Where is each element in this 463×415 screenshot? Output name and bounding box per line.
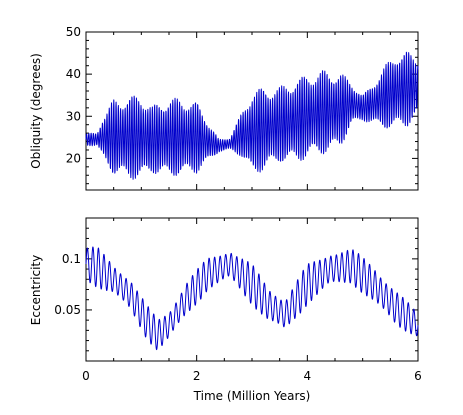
time-x-tick-label: 6 [414, 369, 422, 383]
obliquity-y-tick-labels: 20 30 40 50 [66, 25, 81, 165]
obliquity-series-line [85, 51, 419, 180]
obliquity-y-tick-label: 30 [66, 109, 81, 123]
time-x-axis-label: Time (Million Years) [193, 389, 311, 403]
obliquity-series [85, 51, 419, 180]
eccentricity-y-tick-label: 0.05 [54, 303, 81, 317]
time-x-tick-label: 0 [82, 369, 90, 383]
eccentricity-ticks [85, 217, 419, 362]
time-x-tick-label: 2 [193, 369, 201, 383]
eccentricity-y-axis-label: Eccentricity [29, 255, 43, 325]
eccentricity-panel: 0.05 0.1 0 2 4 6 Eccentricity Time (Million … [29, 217, 422, 403]
obliquity-panel: 20 30 40 50 Obliquity (degrees) [29, 25, 419, 191]
time-x-tick-labels: 0 2 4 6 [82, 369, 422, 383]
time-x-tick-label: 4 [304, 369, 312, 383]
obliquity-y-axis-label: Obliquity (degrees) [29, 53, 43, 169]
eccentricity-y-tick-label: 0.1 [62, 252, 81, 266]
eccentricity-series [85, 246, 419, 351]
eccentricity-series-line [85, 246, 419, 351]
eccentricity-y-tick-labels: 0.05 0.1 [54, 252, 81, 317]
obliquity-y-tick-label: 20 [66, 151, 81, 165]
obliquity-y-tick-label: 40 [66, 67, 81, 81]
obliquity-y-tick-label: 50 [66, 25, 81, 39]
